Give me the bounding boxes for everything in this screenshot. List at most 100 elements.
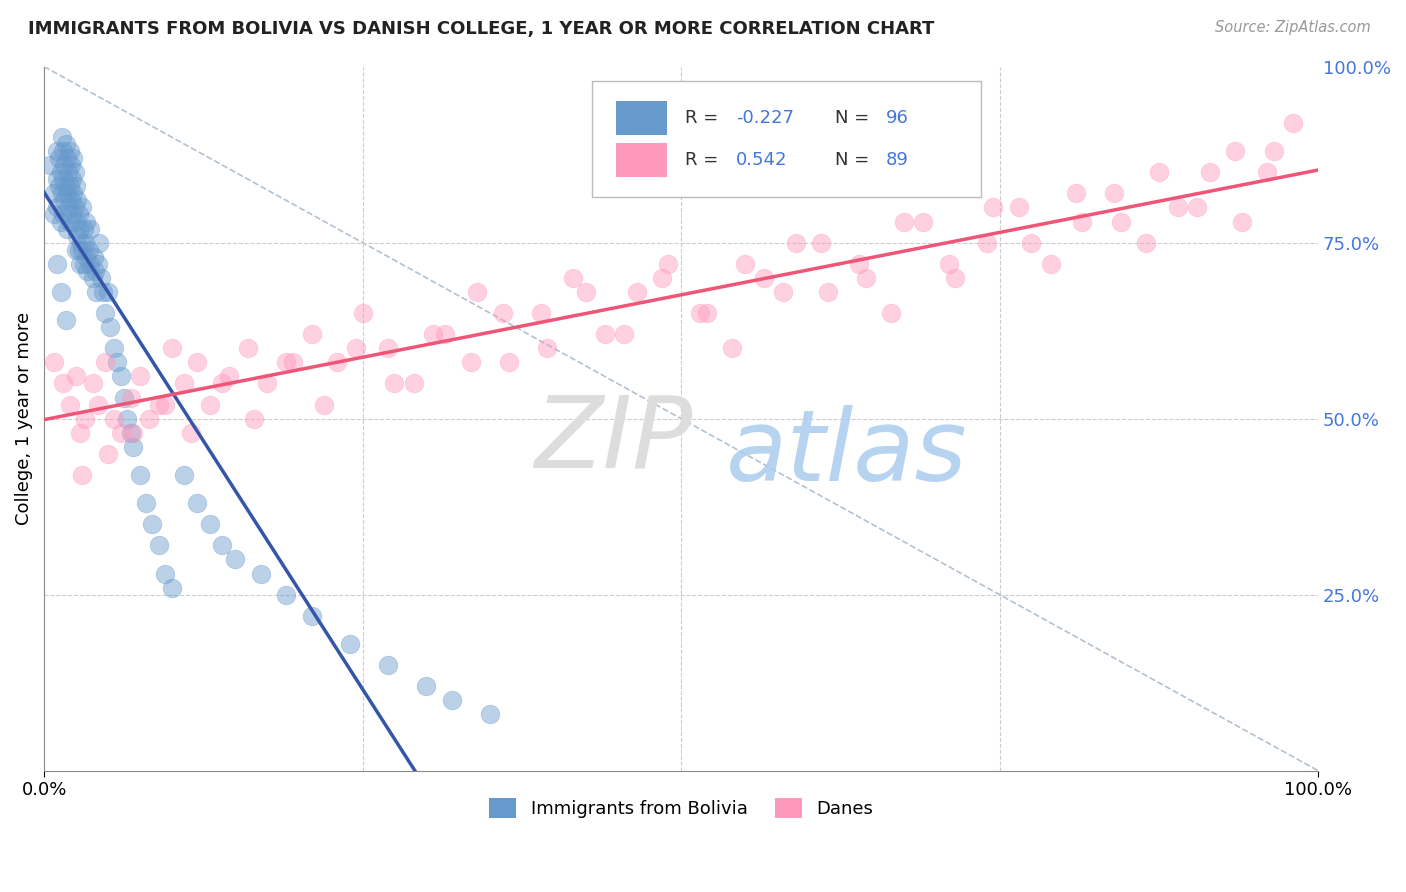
Point	[1198, 165, 1220, 179]
Point	[110, 425, 132, 440]
Point	[53, 194, 76, 208]
Point	[817, 285, 839, 299]
Point	[276, 588, 298, 602]
Point	[893, 214, 915, 228]
Point	[63, 201, 86, 215]
Point	[530, 306, 553, 320]
Point	[339, 637, 361, 651]
Point	[39, 158, 62, 172]
Point	[122, 440, 145, 454]
Point	[1256, 165, 1278, 179]
Point	[1071, 214, 1094, 228]
Point	[63, 165, 86, 179]
Point	[498, 355, 520, 369]
Point	[49, 285, 72, 299]
Point	[45, 257, 67, 271]
Point	[59, 194, 82, 208]
Point	[180, 425, 202, 440]
Point	[651, 270, 673, 285]
Point	[128, 369, 150, 384]
Point	[56, 151, 79, 165]
Point	[83, 250, 105, 264]
Point	[58, 179, 80, 194]
Point	[1135, 235, 1157, 250]
Point	[58, 214, 80, 228]
Point	[734, 257, 756, 271]
Point	[1147, 165, 1170, 179]
Point	[70, 235, 93, 250]
Point	[86, 257, 108, 271]
Point	[1064, 186, 1087, 201]
Point	[79, 257, 101, 271]
Point	[98, 320, 121, 334]
Bar	[616, 144, 666, 178]
Point	[69, 425, 91, 440]
Point	[45, 201, 67, 215]
Point	[84, 264, 107, 278]
Point	[440, 693, 463, 707]
Point	[855, 270, 877, 285]
Point	[65, 369, 87, 384]
Text: R =: R =	[685, 109, 724, 127]
Point	[1104, 186, 1126, 201]
Point	[120, 425, 142, 440]
Point	[1039, 257, 1062, 271]
Point	[434, 327, 457, 342]
Point	[1109, 214, 1132, 228]
Point	[103, 341, 125, 355]
Point	[48, 179, 70, 194]
Point	[148, 398, 170, 412]
Point	[536, 341, 558, 355]
Point	[153, 566, 176, 581]
Point	[51, 130, 73, 145]
Point	[53, 158, 76, 172]
Point	[59, 158, 82, 172]
Point	[82, 376, 104, 391]
Point	[344, 341, 367, 355]
Point	[51, 186, 73, 201]
Point	[1021, 235, 1043, 250]
Point	[48, 151, 70, 165]
Point	[45, 144, 67, 158]
Point	[198, 398, 221, 412]
Point	[97, 285, 120, 299]
Point	[593, 327, 616, 342]
Point	[55, 313, 77, 327]
Point	[52, 144, 75, 158]
Point	[94, 355, 117, 369]
Text: ZIP: ZIP	[534, 392, 693, 488]
Point	[58, 398, 80, 412]
Point	[66, 228, 89, 243]
Point	[326, 355, 349, 369]
Point	[422, 327, 444, 342]
Point	[135, 496, 157, 510]
Point	[58, 201, 80, 215]
Point	[122, 425, 145, 440]
Point	[128, 467, 150, 482]
Legend: Immigrants from Bolivia, Danes: Immigrants from Bolivia, Danes	[482, 790, 880, 825]
Point	[301, 327, 323, 342]
Point	[613, 327, 636, 342]
Point	[72, 201, 94, 215]
Point	[243, 411, 266, 425]
Point	[574, 285, 596, 299]
Point	[91, 285, 114, 299]
Point	[276, 355, 298, 369]
Point	[52, 376, 75, 391]
Point	[55, 179, 77, 194]
Point	[56, 186, 79, 201]
Point	[62, 151, 84, 165]
Point	[52, 172, 75, 186]
Point	[55, 136, 77, 151]
Point	[67, 207, 90, 221]
Point	[314, 398, 336, 412]
Point	[626, 285, 648, 299]
Point	[87, 235, 110, 250]
Point	[561, 270, 583, 285]
Point	[186, 496, 208, 510]
Point	[79, 221, 101, 235]
Point	[1185, 201, 1208, 215]
Point	[72, 467, 94, 482]
Point	[415, 679, 437, 693]
Point	[58, 144, 80, 158]
